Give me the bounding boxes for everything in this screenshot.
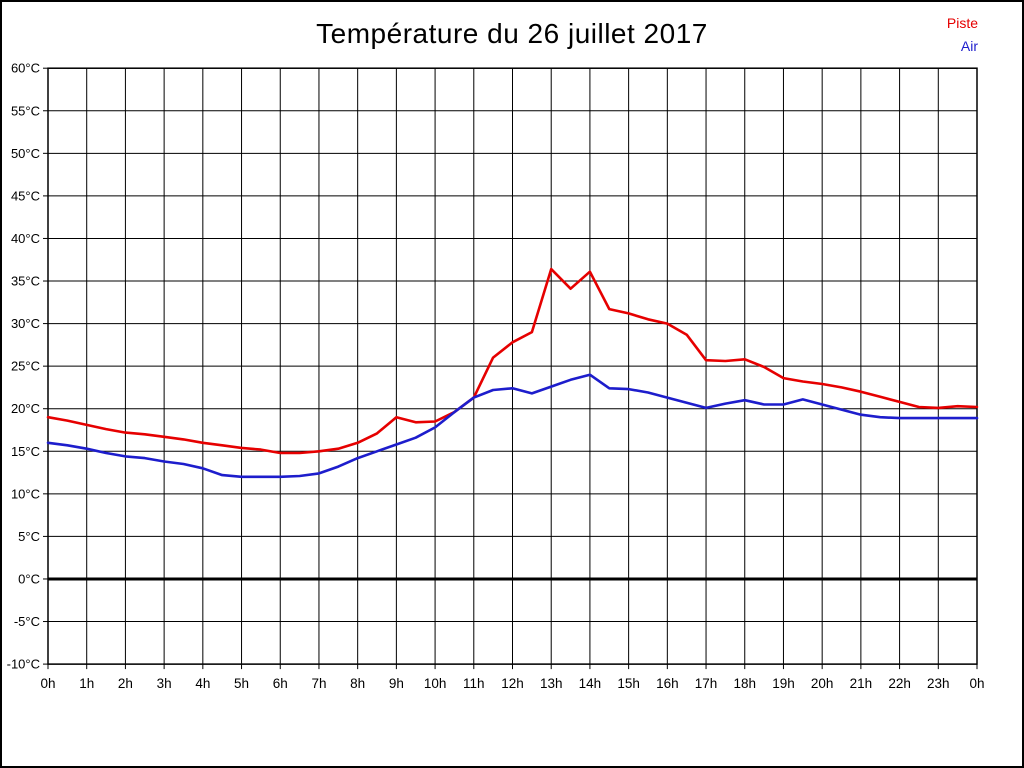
y-tick-label: 35°C [11,274,40,289]
y-tick-label: 10°C [11,486,40,501]
y-tick-label: 0°C [18,571,40,586]
x-tick-label: 4h [195,676,210,691]
x-tick-label: 19h [772,676,795,691]
y-tick-label: 25°C [11,359,40,374]
x-tick-label: 11h [463,676,485,691]
chart-title: Température du 26 juillet 2017 [316,18,708,49]
x-tick-label: 0h [40,676,55,691]
series-line-piste [46,267,979,455]
x-tick-label: 22h [888,676,911,691]
chart-legend: Piste Air [947,12,978,58]
y-tick-label: 5°C [18,529,40,544]
y-tick-label: 40°C [11,231,40,246]
y-tick-label: 55°C [11,103,40,118]
y-tick-label: 60°C [11,61,40,76]
x-tick-label: 1h [79,676,94,691]
plot-border [47,67,978,665]
y-tick-label: -10°C [7,657,40,672]
x-tick-label: 7h [311,676,326,691]
legend-item-piste: Piste [946,15,978,31]
y-tick-label: 30°C [11,316,40,331]
y-tick-label: 45°C [11,188,40,203]
x-tick-label: 23h [927,676,950,691]
x-tick-label: 8h [350,676,365,691]
x-tick-label: 16h [656,676,679,691]
y-tick-label: 50°C [11,146,40,161]
y-tick-label: -5°C [14,614,40,629]
x-tick-label: 12h [501,676,524,691]
x-tick-label: 20h [811,676,834,691]
x-tick-label: 21h [850,676,873,691]
y-tick-label: 20°C [11,401,40,416]
legend-item-air: Air [960,38,978,54]
grid: 60°C 55°C 50°C 45°C 40°C 35°C 30°C 25°C 20°C 15°C… [7,61,985,691]
x-tick-label: 17h [695,676,718,691]
x-tick-label: 5h [234,676,249,691]
x-tick-label: 9h [389,676,404,691]
x-tick-label: 0h [969,676,984,691]
x-tick-label: 10h [424,676,447,691]
x-tick-label: 14h [579,676,602,691]
x-tick-label: 6h [273,676,288,691]
x-tick-label: 15h [617,676,640,691]
series-line-air [46,373,979,479]
x-tick-label: 18h [733,676,756,691]
x-tick-label: 2h [118,676,133,691]
x-tick-label: 13h [540,676,563,691]
y-tick-label: 15°C [11,444,40,459]
x-tick-label: 3h [157,676,172,691]
